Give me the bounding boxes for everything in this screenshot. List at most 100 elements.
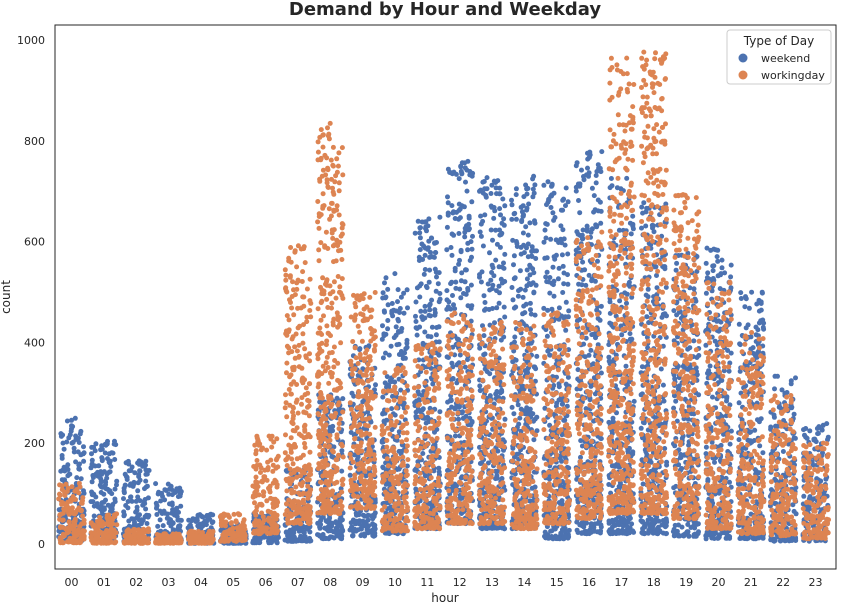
data-point-weekend	[534, 353, 540, 359]
data-point-weekend	[502, 416, 508, 422]
data-point-weekend	[300, 538, 306, 544]
data-point-weekend	[559, 252, 565, 258]
data-point-weekend	[121, 509, 127, 515]
data-point-weekend	[509, 404, 515, 410]
data-point-weekend	[703, 260, 709, 266]
data-point-weekend	[416, 391, 422, 397]
data-point-weekend	[123, 460, 129, 466]
data-point-weekend	[107, 458, 113, 464]
data-point-weekend	[261, 534, 267, 540]
data-point-weekend	[199, 513, 205, 519]
data-point-weekend	[380, 410, 386, 416]
data-point-weekend	[153, 500, 159, 506]
data-point-weekend	[121, 513, 127, 519]
data-point-weekend	[565, 281, 571, 287]
data-point-weekend	[354, 512, 359, 518]
data-point-weekend	[694, 355, 700, 360]
data-point-weekend	[478, 279, 484, 285]
data-point-weekend	[437, 409, 443, 415]
data-point-weekend	[470, 233, 475, 239]
data-point-weekend	[718, 271, 724, 277]
data-point-weekend	[353, 528, 359, 534]
data-point-weekend	[420, 451, 426, 456]
data-point-weekend	[91, 513, 97, 519]
data-point-weekend	[457, 352, 463, 358]
data-point-weekend	[445, 468, 450, 473]
data-point-weekend	[385, 326, 391, 332]
data-point-weekend	[396, 429, 402, 435]
data-point-weekend	[468, 239, 474, 245]
data-point-weekend	[640, 481, 646, 487]
data-point-weekend	[544, 333, 550, 339]
data-point-weekend	[532, 416, 538, 422]
data-point-weekend	[143, 471, 149, 477]
data-point-weekend	[424, 285, 430, 291]
data-point-weekend	[630, 451, 636, 457]
data-point-weekend	[453, 285, 459, 291]
data-point-weekend	[641, 200, 647, 206]
data-point-weekend	[561, 196, 567, 202]
data-point-weekend	[712, 459, 717, 465]
data-point-weekend	[400, 356, 406, 361]
data-point-weekend	[524, 276, 530, 282]
data-point-weekend	[385, 286, 391, 292]
data-point-weekend	[128, 481, 134, 487]
data-point-weekend	[458, 278, 464, 284]
data-point-weekend	[523, 224, 529, 230]
data-point-weekend	[401, 290, 407, 296]
data-point-weekend	[624, 523, 630, 528]
data-point-weekend	[456, 261, 462, 267]
data-point-weekend	[458, 168, 464, 174]
data-point-weekend	[561, 281, 567, 287]
data-point-weekend	[456, 416, 461, 422]
data-point-weekend	[415, 218, 421, 224]
data-point-weekend	[347, 472, 353, 478]
data-point-weekend	[492, 320, 497, 326]
data-point-weekend	[585, 156, 591, 162]
data-point-weekend	[177, 523, 183, 529]
data-point-weekend	[307, 538, 313, 544]
data-point-weekend	[448, 170, 454, 176]
data-point-weekend	[501, 304, 507, 310]
data-point-weekend	[565, 314, 571, 320]
data-point-weekend	[397, 310, 402, 315]
data-point-weekend	[361, 532, 367, 538]
data-point-weekend	[573, 188, 579, 194]
data-point-weekend	[250, 540, 256, 546]
data-point-weekend	[488, 277, 494, 283]
data-point-weekend	[385, 302, 391, 308]
data-point-weekend	[462, 364, 468, 370]
data-point-weekend	[457, 257, 462, 263]
data-point-weekend	[417, 235, 423, 241]
data-point-weekend	[465, 247, 471, 253]
data-point-weekend	[524, 186, 530, 192]
data-point-weekend	[380, 394, 386, 400]
data-point-weekend	[704, 245, 710, 251]
data-point-weekend	[413, 299, 419, 305]
data-point-weekend	[609, 529, 615, 535]
data-point-weekend	[415, 459, 421, 465]
data-point-weekend	[671, 526, 677, 532]
data-point-weekend	[640, 526, 646, 532]
data-point-weekend	[561, 236, 567, 242]
data-point-weekend	[73, 459, 79, 465]
data-point-weekend	[500, 196, 506, 202]
data-point-weekend	[518, 251, 524, 257]
data-point-weekend	[715, 258, 721, 264]
data-point-weekend	[417, 294, 423, 300]
data-point-weekend	[136, 472, 142, 478]
data-point-weekend	[436, 270, 442, 276]
data-point-weekend	[93, 441, 99, 447]
data-point-weekend	[626, 279, 632, 285]
data-point-weekend	[422, 308, 428, 314]
data-point-weekend	[558, 223, 564, 229]
data-point-weekend	[727, 479, 732, 485]
data-point-weekend	[676, 522, 681, 528]
data-point-weekend	[456, 216, 462, 222]
data-point-weekend	[450, 293, 455, 298]
data-point-weekend	[628, 231, 634, 237]
data-point-weekend	[395, 316, 401, 322]
data-point-weekend	[427, 254, 433, 260]
data-point-weekend	[499, 230, 505, 236]
data-point-weekend	[531, 289, 537, 295]
